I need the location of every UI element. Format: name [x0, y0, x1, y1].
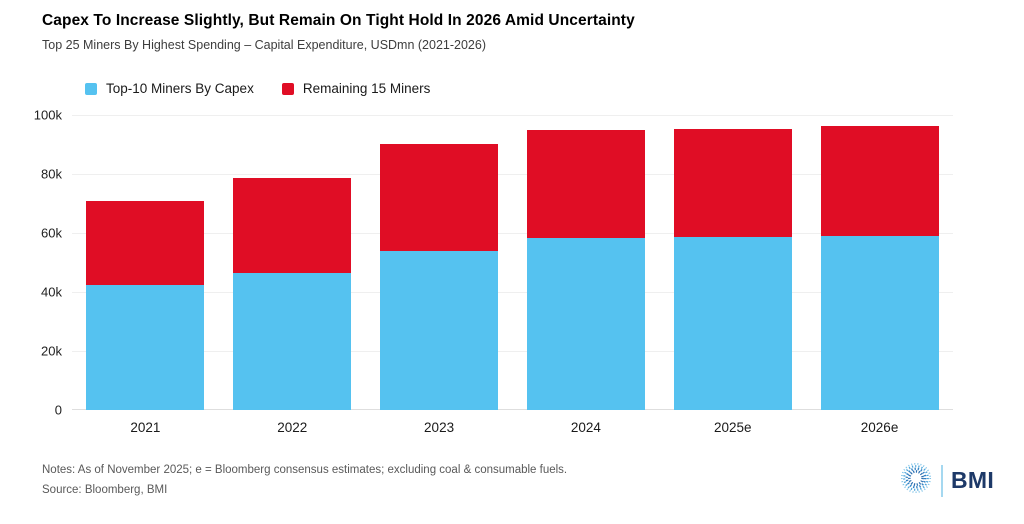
bmi-logo-text: BMI [951, 467, 995, 493]
bars-row [72, 115, 953, 410]
bar-segment-2025e-remaining15 [673, 128, 792, 238]
y-tick-label: 40k [41, 284, 62, 300]
gridline-20k [72, 351, 953, 352]
bar-stack-2022 [233, 177, 352, 410]
bar-segment-2026e-top10 [820, 235, 939, 410]
bar-segment-2022-remaining15 [233, 177, 352, 273]
bar-2026e [806, 115, 953, 410]
bar-stack-2026e [820, 126, 939, 410]
bar-2021 [72, 115, 219, 410]
bar-segment-2026e-remaining15 [820, 126, 939, 236]
x-tick-label-2025e: 2025e [713, 420, 752, 435]
x-axis-labels: 2021 2022 2023 2024 2025e 2026e [72, 420, 953, 435]
bar-2023 [366, 115, 513, 410]
bar-2024 [512, 115, 659, 410]
legend-item-0: Top-10 Miners By Capex [85, 81, 254, 96]
legend-swatch-icon [281, 82, 294, 95]
bmi-globe-icon [899, 461, 933, 500]
bar-segment-2024-top10 [526, 238, 645, 410]
bar-stack-2025e [673, 128, 792, 410]
y-tick-label: 100k [33, 107, 62, 123]
bar-segment-2024-remaining15 [526, 129, 645, 239]
y-tick-label: 20k [41, 343, 62, 359]
bar-segment-2023-top10 [380, 250, 499, 410]
gridline-40k [72, 292, 953, 293]
gridline-80k [72, 174, 953, 175]
bar-stack-2021 [86, 200, 205, 410]
bar-segment-2025e-top10 [673, 237, 792, 410]
x-tick-label-2021: 2021 [130, 420, 161, 435]
legend: Top-10 Miners By Capex Remaining 15 Miner… [85, 81, 430, 96]
bar-2025e [659, 115, 806, 410]
legend-swatch-icon [85, 82, 97, 95]
bar-segment-2021-remaining15 [86, 200, 205, 286]
bar-segment-2023-remaining15 [380, 143, 499, 251]
bmi-logo: BMI [899, 461, 994, 500]
bar-stack-2023 [380, 143, 499, 410]
x-tick-label-2022: 2022 [277, 420, 308, 435]
bar-segment-2022-top10 [233, 272, 352, 410]
chart-subtitle: Top 25 Miners By Highest Spending – Capi… [42, 38, 486, 52]
x-tick-label-2026e: 2026e [860, 420, 899, 435]
legend-label: Top-10 Miners By Capex [106, 81, 254, 96]
y-tick-label: 60k [41, 225, 62, 241]
y-tick-label: 0 [54, 402, 62, 418]
bar-2022 [219, 115, 366, 410]
chart-notes: Notes: As of November 2025; e = Bloomber… [42, 464, 568, 476]
chart-source: Source: Bloomberg, BMI [42, 484, 168, 496]
gridline-60k [72, 233, 953, 234]
legend-label: Remaining 15 Miners [302, 81, 431, 96]
y-tick-label: 80k [41, 166, 62, 182]
x-tick-label-2023: 2023 [424, 420, 455, 435]
chart-title: Capex To Increase Slightly, But Remain O… [42, 12, 635, 29]
bar-segment-2021-top10 [86, 285, 205, 410]
legend-item-1: Remaining 15 Miners [281, 81, 431, 96]
x-tick-label-2024: 2024 [570, 420, 601, 435]
logo-divider [941, 464, 943, 497]
plot-area: 0 20k 40k 60k 80k 100k [0, 108, 1024, 418]
gridline-0 [72, 409, 953, 410]
bar-stack-2024 [526, 129, 645, 410]
gridline-100k [72, 115, 953, 116]
